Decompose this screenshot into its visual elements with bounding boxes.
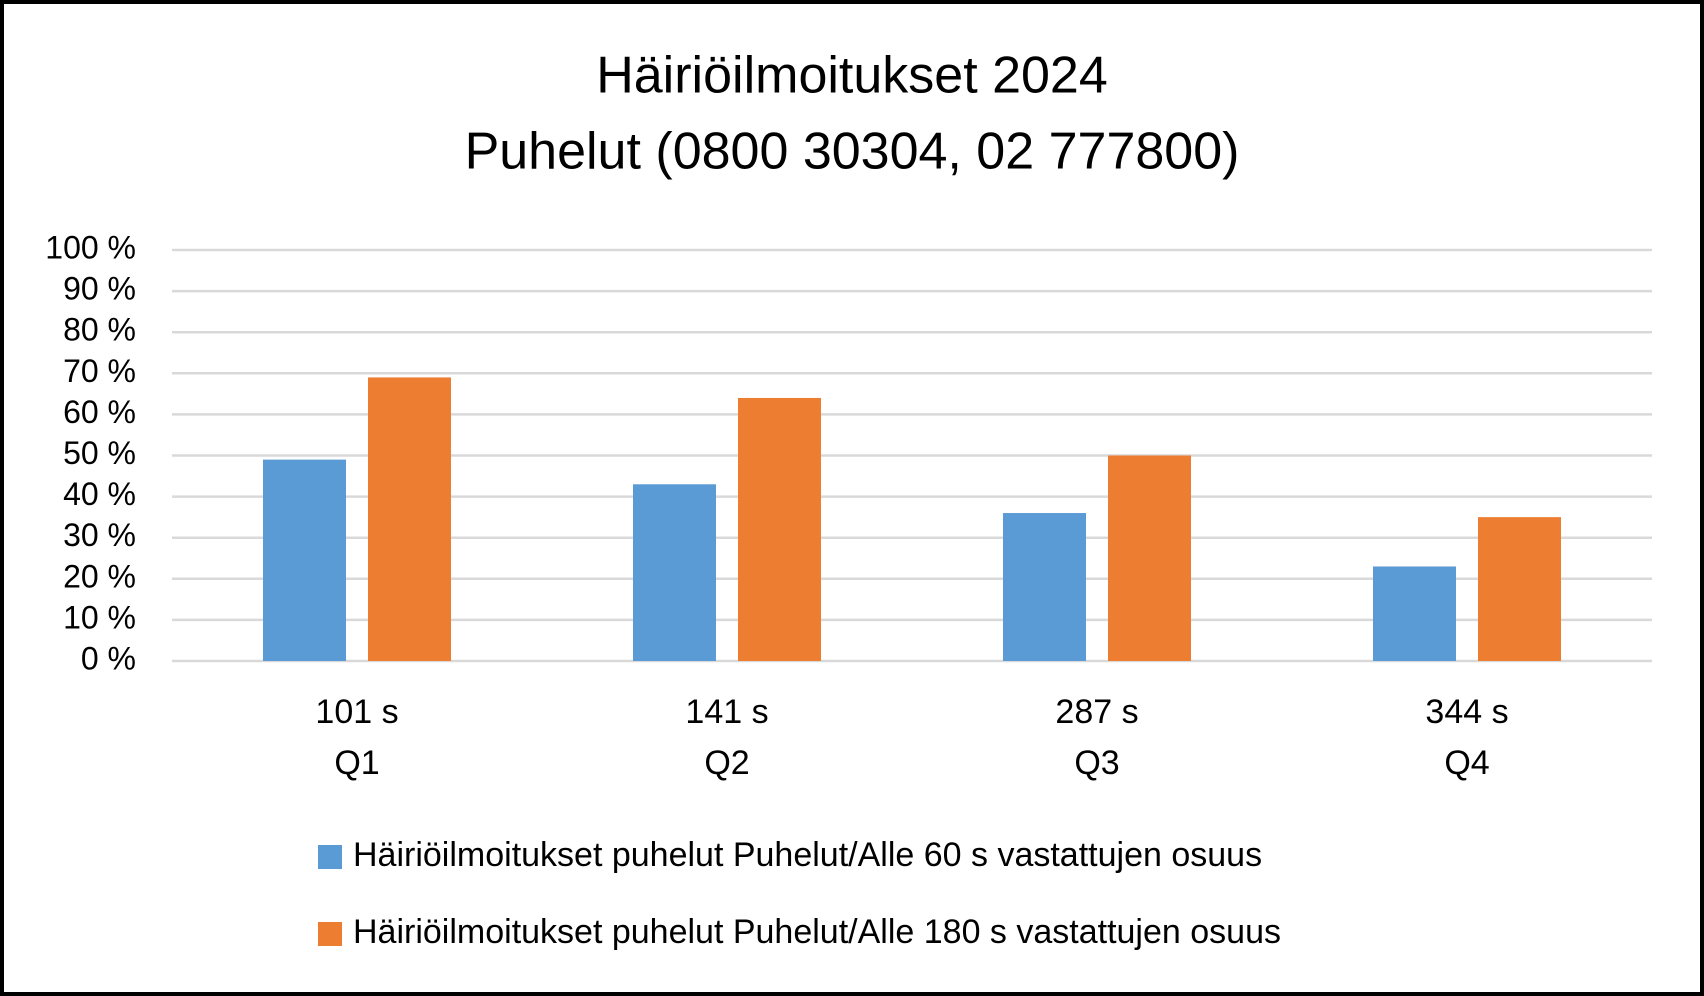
y-tick-label: 40 % (63, 476, 136, 512)
bar (1108, 455, 1191, 661)
y-tick-label: 90 % (63, 271, 136, 307)
x-tick-label: 344 s (1425, 693, 1508, 731)
y-tick-label: 60 % (63, 394, 136, 430)
bar (1003, 513, 1086, 661)
y-tick-label: 20 % (63, 558, 136, 594)
bar (1478, 517, 1561, 661)
bar (263, 459, 346, 661)
y-tick-label: 70 % (63, 353, 136, 389)
legend-label: Häiriöilmoitukset puhelut Puhelut/Alle 6… (353, 836, 1262, 874)
y-tick-label: 80 % (63, 312, 136, 348)
y-tick-label: 10 % (63, 599, 136, 635)
x-tick-label: 287 s (1055, 693, 1138, 731)
x-tick-label: 141 s (685, 693, 768, 731)
y-tick-label: 100 % (45, 229, 136, 265)
bar (633, 484, 716, 661)
y-tick-label: 50 % (63, 435, 136, 471)
y-tick-label: 0 % (81, 640, 136, 676)
x-tick-label: 101 s (315, 693, 398, 731)
x-tick-label: Q1 (334, 744, 379, 782)
x-tick-label: Q3 (1074, 744, 1119, 782)
chart-subtitle: Puhelut (0800 30304, 02 777800) (465, 123, 1240, 181)
legend-swatch (318, 922, 342, 946)
legend-swatch (318, 845, 342, 869)
chart-title: Häiriöilmoitukset 2024 (596, 47, 1108, 105)
legend-label: Häiriöilmoitukset puhelut Puhelut/Alle 1… (353, 913, 1281, 951)
x-tick-label: Q4 (1444, 744, 1489, 782)
x-tick-label: Q2 (704, 744, 749, 782)
bar (368, 377, 451, 661)
y-tick-label: 30 % (63, 517, 136, 553)
bar (738, 397, 821, 661)
bar (1373, 566, 1456, 661)
